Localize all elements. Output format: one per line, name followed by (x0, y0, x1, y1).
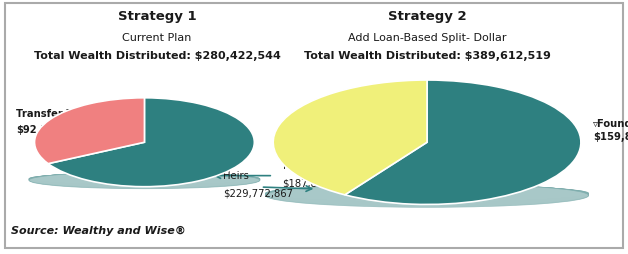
Wedge shape (273, 80, 427, 195)
Text: Heirs: Heirs (223, 171, 249, 181)
Ellipse shape (29, 172, 260, 188)
Ellipse shape (266, 185, 588, 204)
Text: Strategy 1: Strategy 1 (117, 10, 197, 23)
Text: Transfer Taxes▿: Transfer Taxes▿ (16, 109, 103, 119)
Ellipse shape (29, 172, 260, 187)
Ellipse shape (266, 184, 588, 206)
Wedge shape (48, 98, 254, 187)
Ellipse shape (266, 184, 588, 207)
Text: $159,839,652: $159,839,652 (593, 132, 628, 142)
Ellipse shape (266, 185, 588, 203)
Wedge shape (35, 98, 144, 164)
Ellipse shape (266, 184, 588, 207)
Text: Total Wealth Distributed: $389,612,519: Total Wealth Distributed: $389,612,519 (303, 51, 551, 61)
Ellipse shape (29, 172, 260, 189)
Ellipse shape (266, 184, 588, 205)
Text: Total Wealth Distributed: $280,422,544: Total Wealth Distributed: $280,422,544 (33, 51, 281, 61)
Text: $92,522,749: $92,522,749 (16, 124, 85, 135)
Ellipse shape (29, 173, 260, 184)
Text: Current Plan: Current Plan (122, 33, 192, 43)
Ellipse shape (29, 172, 260, 187)
Text: Add Loan-Based Split- Dollar: Add Loan-Based Split- Dollar (348, 33, 506, 43)
Ellipse shape (29, 173, 260, 186)
Ellipse shape (29, 172, 260, 186)
Text: ▿Foundation: ▿Foundation (593, 119, 628, 129)
Text: Source: Wealthy and Wise®: Source: Wealthy and Wise® (11, 226, 186, 236)
Ellipse shape (266, 185, 588, 202)
Ellipse shape (266, 185, 588, 201)
Wedge shape (345, 80, 581, 204)
Text: Heirs: Heirs (283, 161, 308, 171)
Ellipse shape (29, 173, 260, 185)
Text: $187,899,795: $187,899,795 (283, 178, 352, 188)
Text: Strategy 2: Strategy 2 (387, 10, 467, 23)
Text: $229,772,867: $229,772,867 (223, 188, 293, 198)
